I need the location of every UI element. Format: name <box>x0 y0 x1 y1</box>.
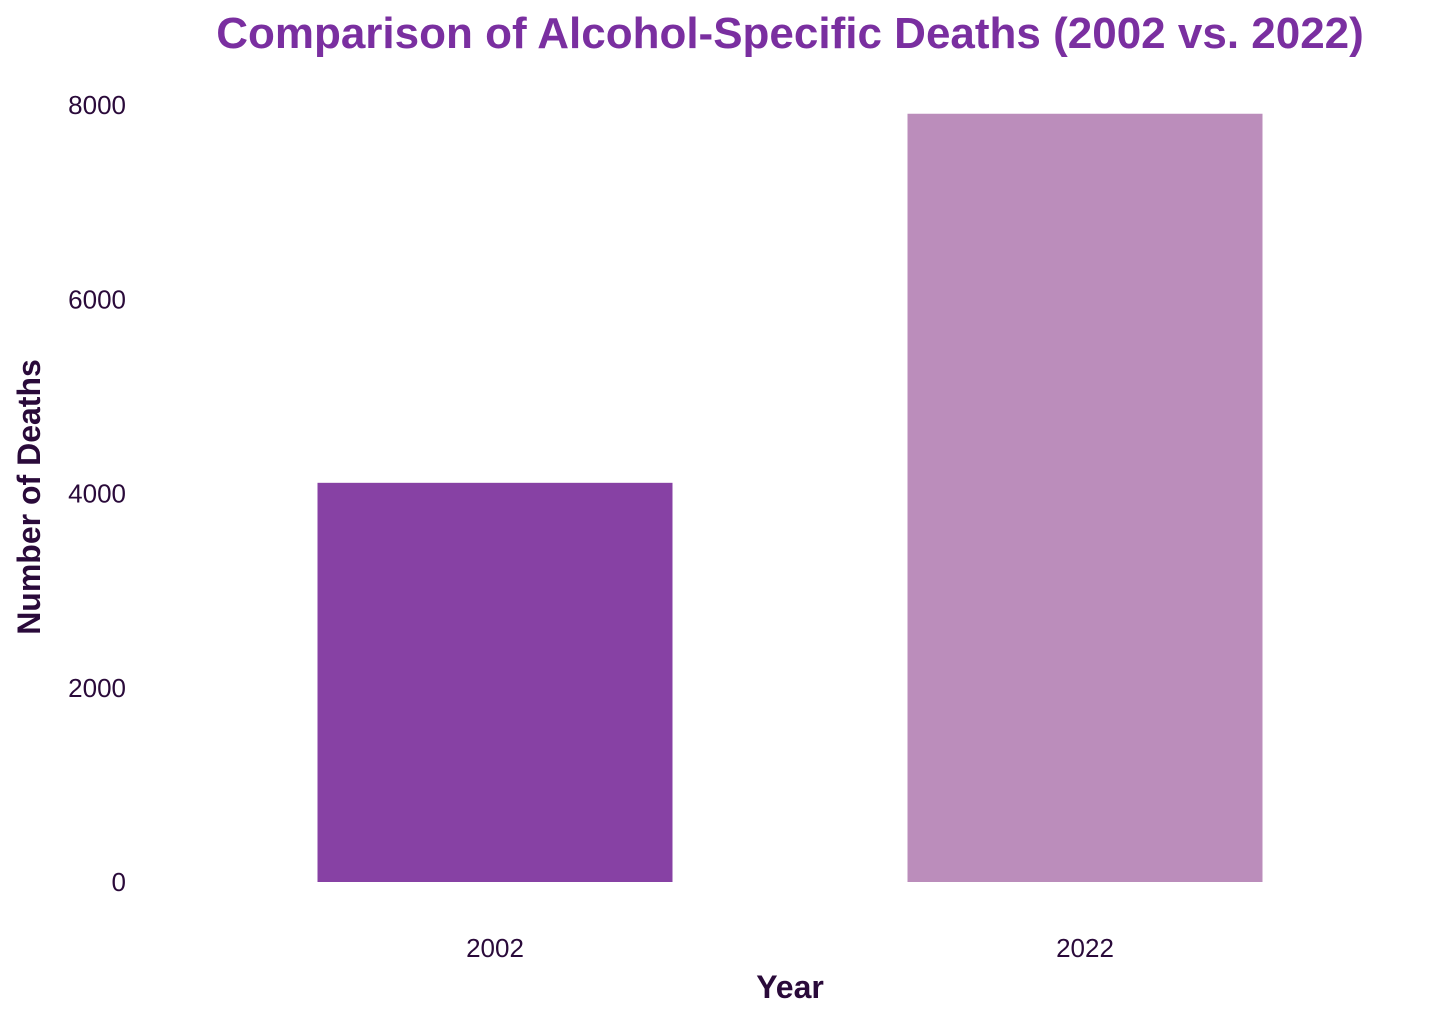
x-axis-title: Year <box>756 969 824 1005</box>
bar-2022 <box>907 113 1263 882</box>
chart-title: Comparison of Alcohol-Specific Deaths (2… <box>216 9 1364 58</box>
y-tick-label: 8000 <box>68 90 126 120</box>
y-tick-label: 6000 <box>68 284 126 314</box>
y-axis-title: Number of Deaths <box>11 359 47 635</box>
x-tick-label: 2022 <box>1056 933 1114 963</box>
bars <box>317 113 1263 882</box>
y-tick-label: 0 <box>112 867 126 897</box>
x-axis-ticks: 2002 2022 <box>466 933 1114 963</box>
x-tick-label: 2002 <box>466 933 524 963</box>
bar-2002 <box>317 482 673 882</box>
y-tick-label: 4000 <box>68 479 126 509</box>
y-tick-label: 2000 <box>68 673 126 703</box>
y-axis-ticks: 0 2000 4000 6000 8000 <box>68 90 126 897</box>
